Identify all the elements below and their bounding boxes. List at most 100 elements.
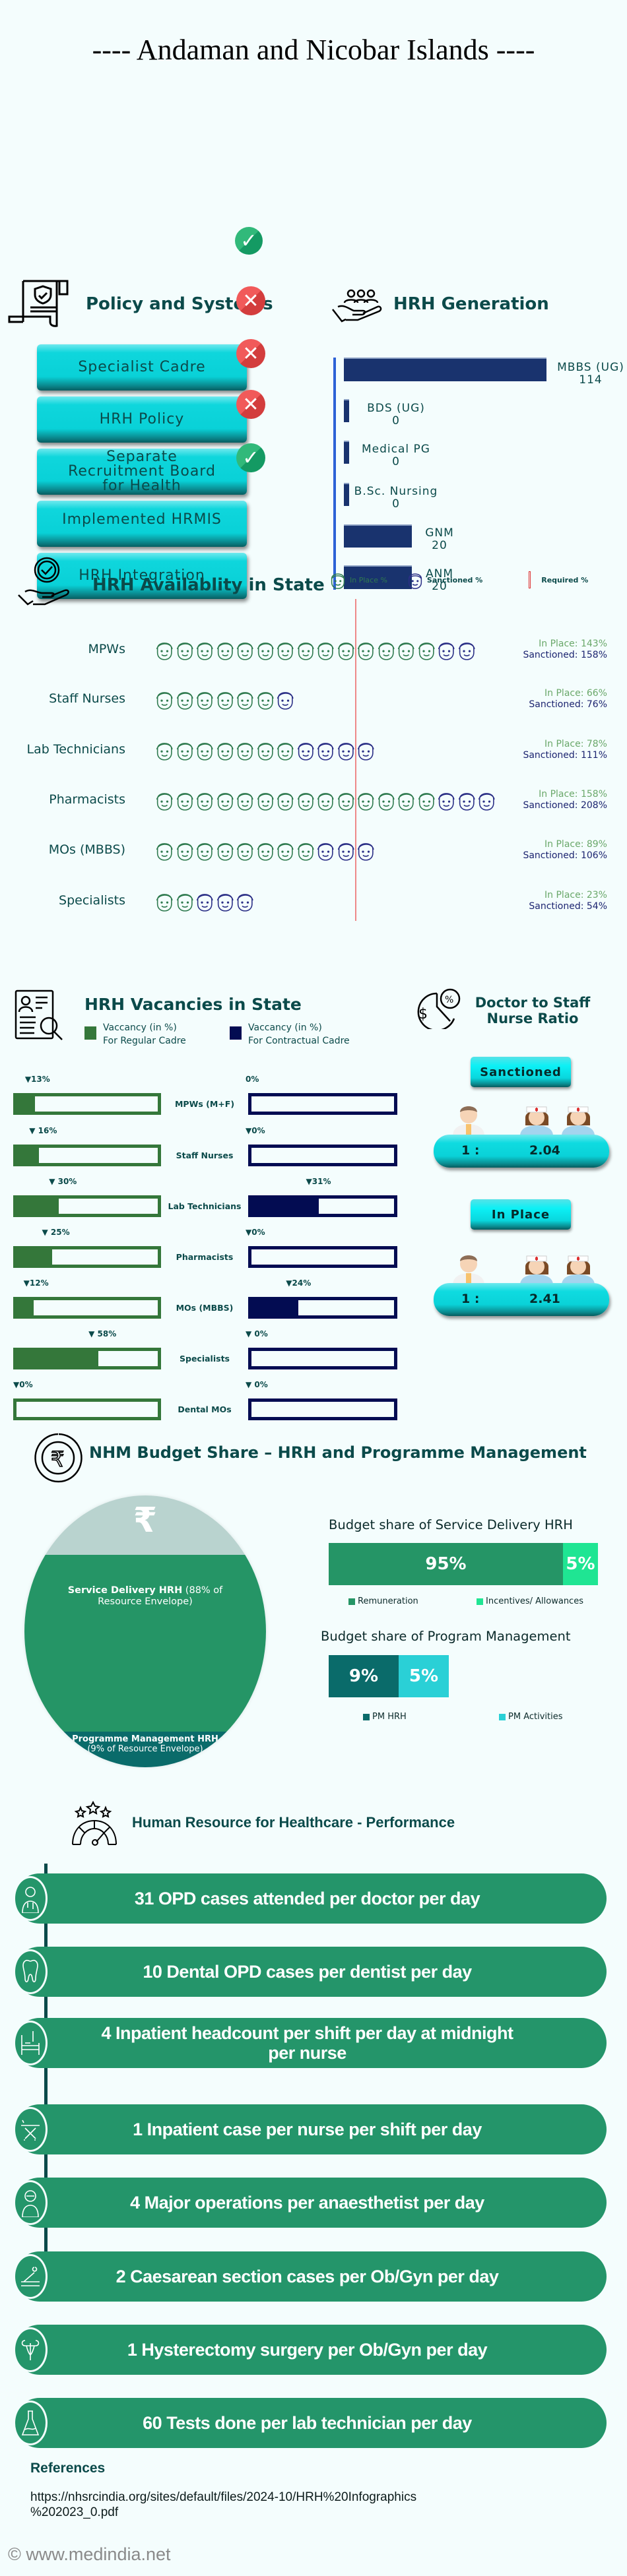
ratio-people-in-place [449, 1252, 597, 1285]
face-green-icon [216, 643, 234, 660]
hand-people-icon [332, 289, 382, 323]
required-line-icon [529, 571, 531, 588]
face-green-icon [277, 843, 294, 861]
rupee-icon: ₹ [24, 1495, 266, 1555]
face-navy-icon [236, 894, 253, 912]
legend-required: Required % [541, 575, 589, 584]
performance-text: 31 OPD cases attended per doctor per day [134, 1889, 480, 1908]
face-green-icon [277, 793, 294, 811]
regular-vacancy-pct: ▼ 25% [42, 1228, 70, 1237]
contractual-vacancy-pct: ▼24% [286, 1278, 312, 1288]
face-green-icon [196, 793, 213, 811]
face-green-icon [216, 743, 234, 761]
face-green-icon [297, 643, 314, 660]
ratio-title: Doctor to Staff Nurse Ratio [475, 995, 591, 1026]
face-navy-icon [458, 793, 475, 811]
bar-bsc-nursing [344, 483, 349, 506]
face-green-icon [277, 743, 294, 761]
performance-text: 4 Major operations per anaesthetist per … [130, 2193, 484, 2213]
contractual-vacancy-bar [248, 1348, 397, 1369]
face-green-icon [236, 692, 253, 710]
face-green-icon [156, 793, 173, 811]
face-green-icon [216, 843, 234, 861]
face-green-icon [156, 643, 173, 660]
svg-text:₹: ₹ [51, 1447, 64, 1472]
vacancy-row-label: MPWs (M+F) [174, 1099, 235, 1109]
regular-vacancy-pct: ▼12% [23, 1278, 49, 1288]
nurse-icon [562, 1106, 595, 1136]
availability-row-label: MPWs [88, 642, 125, 656]
references-title: References [30, 2461, 106, 2476]
policy-item-label: Separate Recruitment Board for Health [68, 449, 216, 494]
surgeon-icon [13, 2180, 48, 2225]
vacancy-row-label: Lab Technicians [168, 1201, 242, 1211]
face-navy-icon [317, 843, 334, 861]
performance-title: Human Resource for Healthcare - Performa… [132, 1814, 455, 1831]
availability-faces [154, 839, 376, 862]
face-green-icon [176, 743, 193, 761]
availability-row-label: Pharmacists [49, 792, 125, 807]
legend-contractual-swatch [230, 1026, 242, 1040]
performance-text: 1 Hysterectomy surgery per Ob/Gyn per da… [127, 2340, 488, 2360]
rupee-coin-icon: ₹ [34, 1433, 82, 1483]
budget-title: NHM Budget Share – HRH and Programme Man… [89, 1443, 587, 1462]
policy-item-recruitment-board: Separate Recruitment Board for Health [37, 449, 247, 495]
contractual-vacancy-bar [248, 1195, 397, 1217]
stretcher-icon [13, 2107, 48, 2152]
reference-link[interactable]: https://nhsrcindia.org/sites/default/fil… [30, 2490, 417, 2519]
legend-regular: Vaccancy (in %) For Regular Cadre [103, 1022, 186, 1046]
legend-sanctioned: Sanctioned % [426, 575, 483, 584]
svg-text:%: % [445, 995, 453, 1005]
face-green-icon [176, 793, 193, 811]
pm-hrh-segment: 9% [329, 1655, 399, 1697]
vacancy-row-label: Specialists [180, 1354, 230, 1364]
legend-swatch [363, 1713, 370, 1720]
face-navy-icon [408, 573, 422, 589]
pm-label: Programme Management HRH [72, 1734, 218, 1744]
vacancy-row-label: Staff Nurses [176, 1150, 234, 1160]
timeline-line [44, 1864, 48, 2295]
bar-anm [344, 565, 412, 589]
legend-remuneration: Remuneration [348, 1596, 418, 1606]
performance-item: 4 Major operations per anaesthetist per … [15, 2178, 607, 2228]
flask-icon [13, 2401, 48, 2445]
face-green-icon [337, 643, 354, 660]
pm-activities-segment: 5% [399, 1655, 449, 1697]
doctor-icon [13, 1876, 48, 1921]
face-green-icon [216, 793, 234, 811]
face-green-icon [418, 793, 435, 811]
budget-circle: ₹ Service Delivery HRH (88% of Resource … [24, 1495, 266, 1767]
face-green-icon [378, 643, 395, 660]
face-green-icon [156, 692, 173, 710]
spacer [494, 1103, 513, 1136]
performance-text: 4 Inpatient headcount per shift per day … [101, 2023, 513, 2063]
copyright: © www.medindia.net [8, 2544, 171, 2564]
face-green-icon [196, 743, 213, 761]
face-navy-icon [297, 743, 314, 761]
bar-medical-pg [344, 441, 349, 464]
ratio-right: 2.41 [529, 1292, 560, 1306]
face-green-icon [357, 793, 374, 811]
ratio-tab-in-place: In Place [471, 1199, 571, 1230]
pm-segment: Programme Management HRH (9% of Resource… [24, 1732, 266, 1767]
contractual-vacancy-pct: ▼31% [306, 1177, 331, 1186]
face-green-icon [317, 793, 334, 811]
contractual-vacancy-pct: ▼ 0% [246, 1380, 268, 1389]
program-mgmt-bar: 9% 5% [329, 1655, 449, 1697]
contractual-vacancy-bar [248, 1398, 397, 1420]
doctor-icon [453, 1106, 484, 1136]
check-icon: ✓ [235, 227, 263, 255]
face-navy-icon [196, 894, 213, 912]
program-mgmt-title: Budget share of Program Management [321, 1629, 571, 1644]
face-green-icon [236, 743, 253, 761]
vacancies-title: HRH Vacancies in State [84, 995, 302, 1014]
pm-value: (9% of Resource Envelope) [87, 1744, 203, 1754]
uterus-icon [13, 2327, 48, 2372]
face-green-icon [216, 692, 234, 710]
face-green-icon [236, 643, 253, 660]
contractual-vacancy-bar [248, 1297, 397, 1319]
availability-legend: In Place % Sanctioned % Required % [329, 570, 588, 590]
face-navy-icon [337, 743, 354, 761]
availability-values: In Place: 23% Sanctioned: 54% [529, 890, 607, 912]
face-green-icon [297, 793, 314, 811]
